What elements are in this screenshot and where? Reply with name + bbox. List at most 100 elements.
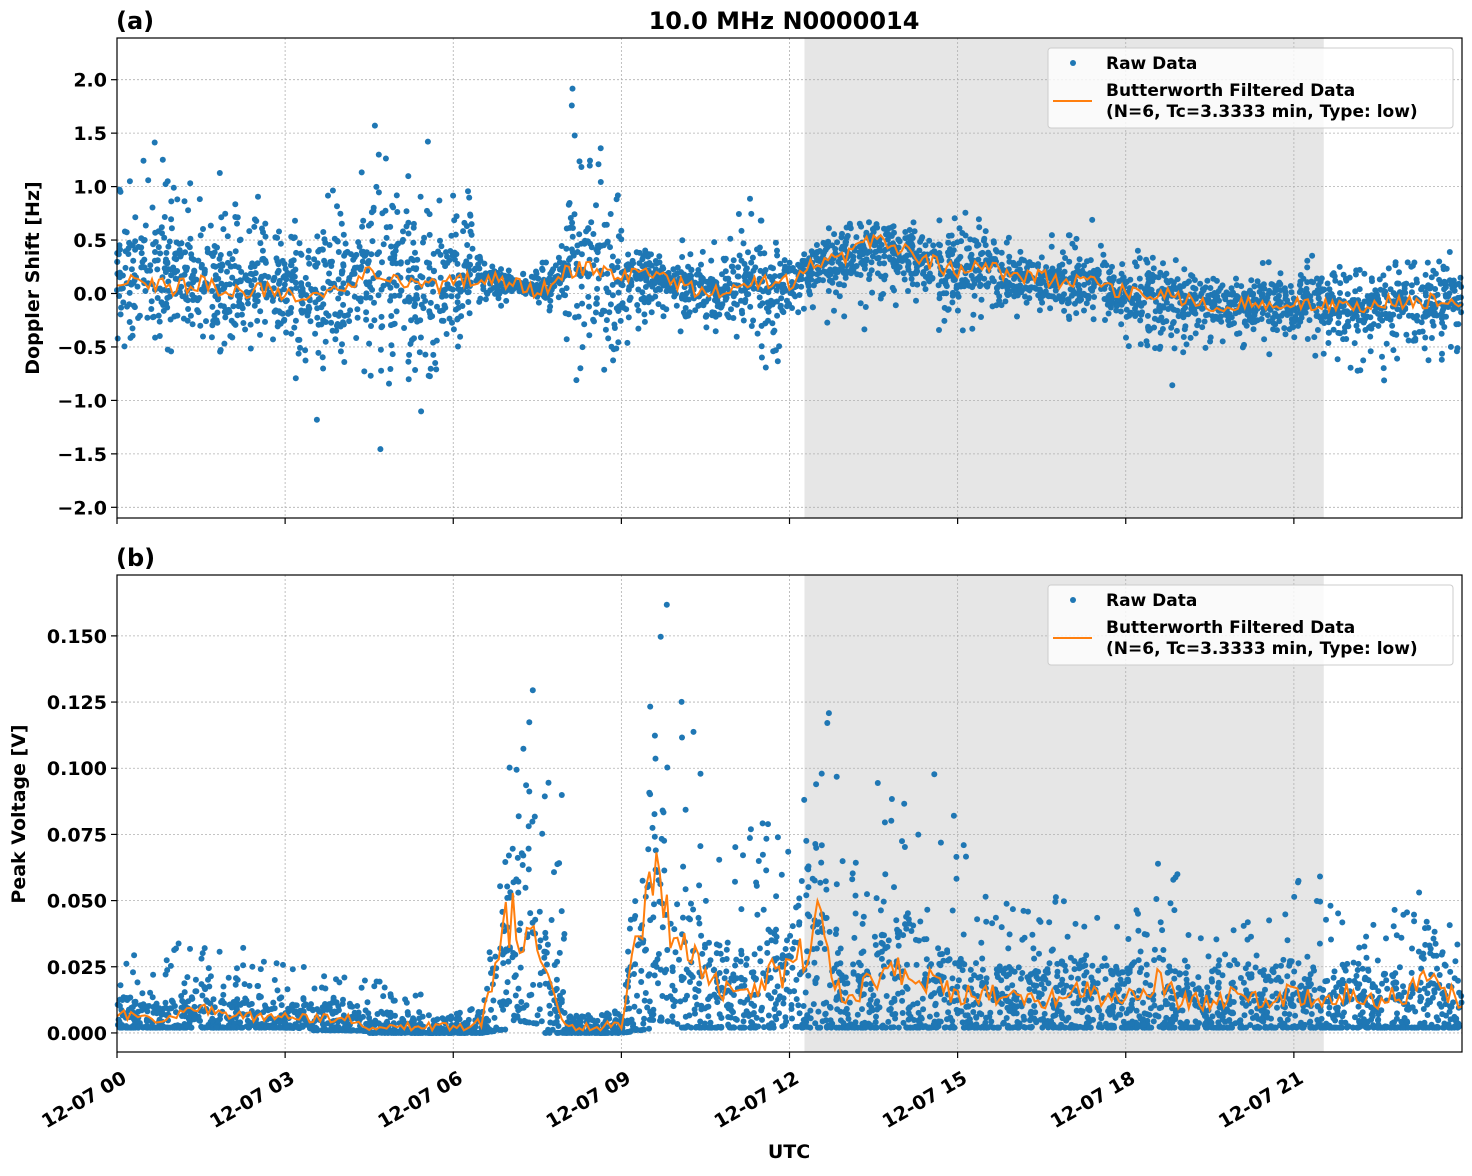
raw-point	[1337, 310, 1343, 316]
raw-point	[465, 299, 471, 305]
raw-point	[363, 309, 369, 315]
raw-point	[1439, 351, 1445, 357]
raw-point	[1203, 345, 1209, 351]
raw-point	[939, 278, 945, 284]
raw-point	[154, 266, 160, 272]
raw-point	[376, 1020, 382, 1026]
raw-point	[1377, 316, 1383, 322]
raw-point	[1181, 266, 1187, 272]
raw-point	[569, 103, 575, 109]
raw-point	[681, 975, 687, 981]
raw-point	[1061, 291, 1067, 297]
raw-point	[250, 271, 256, 277]
raw-point	[514, 767, 520, 773]
raw-point	[211, 263, 217, 269]
raw-point	[683, 886, 689, 892]
raw-point	[157, 250, 163, 256]
raw-point	[298, 251, 304, 257]
raw-point	[602, 222, 608, 228]
raw-point	[115, 336, 121, 342]
raw-point	[1448, 344, 1454, 350]
raw-point	[252, 277, 258, 283]
raw-point	[397, 1030, 403, 1036]
raw-point	[635, 287, 641, 293]
raw-point	[1226, 313, 1232, 319]
raw-point	[576, 231, 582, 237]
raw-point	[164, 967, 170, 973]
raw-point	[639, 296, 645, 302]
raw-point	[290, 269, 296, 275]
raw-point	[591, 318, 597, 324]
raw-point	[1100, 252, 1106, 258]
raw-point	[394, 209, 400, 215]
raw-point	[902, 277, 908, 283]
raw-point	[366, 258, 372, 264]
raw-point	[449, 293, 455, 299]
raw-point	[368, 373, 374, 379]
raw-point	[678, 269, 684, 275]
raw-point	[963, 233, 969, 239]
raw-point	[1361, 271, 1367, 277]
raw-point	[809, 248, 815, 254]
raw-point	[379, 210, 385, 216]
raw-point	[671, 1003, 677, 1009]
raw-point	[748, 211, 754, 217]
raw-point	[1321, 287, 1327, 293]
raw-point	[299, 310, 305, 316]
raw-point	[1241, 290, 1247, 296]
raw-point	[542, 793, 548, 799]
raw-point	[366, 279, 372, 285]
raw-point	[455, 299, 461, 305]
raw-point	[255, 1024, 261, 1030]
raw-point	[166, 1006, 172, 1012]
raw-point	[1072, 245, 1078, 251]
raw-point	[200, 950, 206, 956]
raw-point	[338, 348, 344, 354]
chart-title: 10.0 MHz N0000014	[649, 7, 920, 35]
raw-point	[524, 1002, 530, 1008]
raw-point	[977, 283, 983, 289]
raw-point	[278, 241, 284, 247]
legend-filtered: Butterworth Filtered Data	[1106, 81, 1355, 101]
raw-point	[661, 313, 667, 319]
raw-point	[570, 249, 576, 255]
raw-point	[678, 328, 684, 334]
raw-point	[1360, 357, 1366, 363]
raw-point	[652, 972, 658, 978]
raw-point	[604, 317, 610, 323]
raw-point	[996, 281, 1002, 287]
raw-point	[261, 959, 267, 965]
raw-point	[225, 233, 231, 239]
raw-point	[199, 287, 205, 293]
raw-point	[519, 850, 525, 856]
raw-point	[301, 964, 307, 970]
raw-point	[142, 288, 148, 294]
raw-point	[1439, 320, 1445, 326]
raw-point	[518, 1005, 524, 1011]
raw-point	[502, 859, 508, 865]
raw-point	[629, 1017, 635, 1023]
raw-point	[152, 140, 158, 146]
raw-point	[255, 292, 261, 298]
raw-point	[262, 221, 268, 227]
raw-point	[198, 232, 204, 238]
raw-point	[320, 285, 326, 291]
raw-point	[765, 289, 771, 295]
raw-point	[1355, 368, 1361, 374]
raw-point	[688, 901, 694, 907]
raw-point	[696, 915, 702, 921]
raw-point	[217, 949, 223, 955]
raw-point	[1253, 297, 1259, 303]
raw-point	[333, 1027, 339, 1033]
raw-point	[926, 238, 932, 244]
raw-point	[341, 232, 347, 238]
raw-point	[685, 264, 691, 270]
raw-point	[660, 924, 666, 930]
raw-point	[839, 234, 845, 240]
raw-point	[377, 979, 383, 985]
raw-point	[467, 310, 473, 316]
raw-point	[470, 246, 476, 252]
raw-point	[680, 915, 686, 921]
raw-point	[687, 916, 693, 922]
raw-point	[1235, 294, 1241, 300]
